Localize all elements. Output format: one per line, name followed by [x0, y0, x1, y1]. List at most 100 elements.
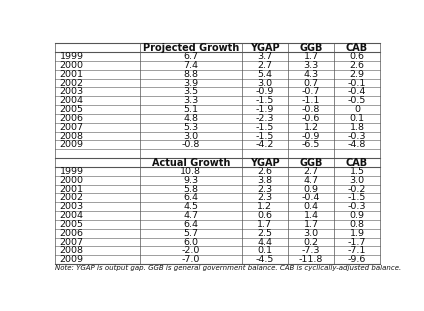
Text: 2008: 2008	[60, 132, 84, 141]
Text: 0.9: 0.9	[349, 211, 365, 220]
Text: 2000: 2000	[60, 61, 84, 70]
Text: GGB: GGB	[299, 158, 323, 168]
Text: -6.5: -6.5	[302, 140, 320, 149]
Text: -11.8: -11.8	[299, 255, 323, 264]
Text: 5.7: 5.7	[183, 229, 198, 238]
Text: 0.1: 0.1	[349, 114, 365, 123]
Text: 3.0: 3.0	[349, 176, 365, 185]
Text: 2006: 2006	[60, 114, 84, 123]
Text: -7.3: -7.3	[302, 246, 320, 255]
Text: CAB: CAB	[346, 158, 368, 168]
Text: -2.3: -2.3	[256, 114, 274, 123]
Text: 2004: 2004	[60, 96, 84, 105]
Text: 4.7: 4.7	[183, 211, 198, 220]
Text: 2.3: 2.3	[257, 184, 272, 193]
Text: 2005: 2005	[60, 220, 84, 229]
Text: -1.7: -1.7	[348, 238, 366, 247]
Text: 2.6: 2.6	[257, 167, 272, 176]
Text: 5.8: 5.8	[183, 184, 198, 193]
Text: -0.4: -0.4	[302, 193, 320, 202]
Text: 2008: 2008	[60, 246, 84, 255]
Text: 2003: 2003	[60, 202, 84, 211]
Text: -4.2: -4.2	[256, 140, 274, 149]
Text: 5.4: 5.4	[257, 70, 272, 79]
Text: 2002: 2002	[60, 193, 84, 202]
Text: GGB: GGB	[299, 43, 323, 53]
Text: -2.0: -2.0	[181, 246, 200, 255]
Text: 2006: 2006	[60, 229, 84, 238]
Text: 6.4: 6.4	[183, 193, 198, 202]
Text: 2003: 2003	[60, 87, 84, 96]
Text: -0.9: -0.9	[256, 87, 274, 96]
Text: -0.8: -0.8	[302, 105, 320, 114]
Text: 2001: 2001	[60, 70, 84, 79]
Text: 2004: 2004	[60, 211, 84, 220]
Text: 3.9: 3.9	[183, 79, 198, 88]
Text: 2007: 2007	[60, 123, 84, 132]
Text: 2009: 2009	[60, 140, 84, 149]
Text: 1.7: 1.7	[257, 220, 272, 229]
Text: -0.6: -0.6	[302, 114, 320, 123]
Text: -1.5: -1.5	[256, 123, 274, 132]
Text: 4.8: 4.8	[183, 114, 198, 123]
Text: -1.5: -1.5	[256, 132, 274, 141]
Text: 0.7: 0.7	[304, 79, 318, 88]
Text: -0.3: -0.3	[348, 202, 366, 211]
Text: CAB: CAB	[346, 43, 368, 53]
Text: -1.9: -1.9	[256, 105, 274, 114]
Text: -4.5: -4.5	[256, 255, 274, 264]
Text: 2009: 2009	[60, 255, 84, 264]
Text: 0.2: 0.2	[304, 238, 318, 247]
Text: YGAP: YGAP	[250, 158, 279, 168]
Text: 8.8: 8.8	[183, 70, 198, 79]
Text: 7.4: 7.4	[183, 61, 198, 70]
Text: 6.4: 6.4	[183, 220, 198, 229]
Text: 4.3: 4.3	[304, 70, 318, 79]
Text: Projected Growth: Projected Growth	[142, 43, 239, 53]
Text: 1.8: 1.8	[349, 123, 365, 132]
Text: 4.4: 4.4	[257, 238, 272, 247]
Text: -0.4: -0.4	[348, 87, 366, 96]
Text: 4.7: 4.7	[304, 176, 318, 185]
Text: -0.5: -0.5	[348, 96, 366, 105]
Text: -1.5: -1.5	[348, 193, 366, 202]
Text: 1.2: 1.2	[304, 123, 318, 132]
Text: 3.0: 3.0	[257, 79, 272, 88]
Text: -0.3: -0.3	[348, 132, 366, 141]
Text: 1.7: 1.7	[304, 52, 318, 61]
Text: 5.1: 5.1	[183, 105, 198, 114]
Text: 3.0: 3.0	[183, 132, 198, 141]
Text: 2000: 2000	[60, 176, 84, 185]
Text: 3.7: 3.7	[257, 52, 272, 61]
Text: 0.8: 0.8	[349, 220, 365, 229]
Text: -0.9: -0.9	[302, 132, 320, 141]
Text: 0.6: 0.6	[349, 52, 365, 61]
Text: 3.8: 3.8	[257, 176, 272, 185]
Text: 0.9: 0.9	[304, 184, 318, 193]
Text: -0.8: -0.8	[181, 140, 200, 149]
Text: Note: YGAP is output gap. GGB is general government balance. CAB is cyclically-a: Note: YGAP is output gap. GGB is general…	[55, 265, 401, 272]
Text: 2001: 2001	[60, 184, 84, 193]
Text: 0.4: 0.4	[304, 202, 318, 211]
Text: 2005: 2005	[60, 105, 84, 114]
Text: 2.5: 2.5	[257, 229, 272, 238]
Text: 2002: 2002	[60, 79, 84, 88]
Text: 2.7: 2.7	[304, 167, 318, 176]
Text: 5.3: 5.3	[183, 123, 198, 132]
Text: 1.7: 1.7	[304, 220, 318, 229]
Text: 3.3: 3.3	[303, 61, 318, 70]
Text: 0.1: 0.1	[257, 246, 272, 255]
Text: 10.8: 10.8	[180, 167, 201, 176]
Text: 3.3: 3.3	[183, 96, 198, 105]
Text: -4.8: -4.8	[348, 140, 366, 149]
Text: 4.5: 4.5	[183, 202, 198, 211]
Text: Actual Growth: Actual Growth	[152, 158, 230, 168]
Text: 1.4: 1.4	[304, 211, 318, 220]
Text: 2.6: 2.6	[349, 61, 365, 70]
Text: 1999: 1999	[60, 52, 84, 61]
Text: -1.1: -1.1	[302, 96, 320, 105]
Text: -9.6: -9.6	[348, 255, 366, 264]
Text: -0.2: -0.2	[348, 184, 366, 193]
Text: -1.5: -1.5	[256, 96, 274, 105]
Text: 0.6: 0.6	[257, 211, 272, 220]
